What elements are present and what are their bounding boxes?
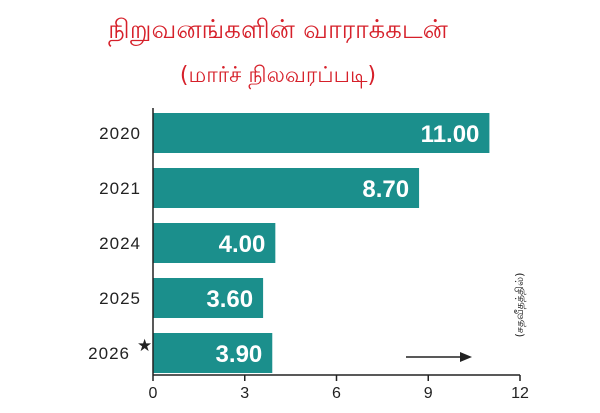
arrow-head [460, 352, 472, 362]
data-label-2025: 3.60 [206, 286, 253, 313]
x-tick-label-3: 3 [240, 385, 249, 402]
category-label-2024: 2024 [99, 234, 141, 253]
data-label-2026: 3.90 [216, 341, 263, 368]
unit-note: (சதவீதத்தில்) [513, 273, 526, 338]
category-label-2021: 2021 [99, 179, 141, 198]
category-mark-2026: ★ [137, 336, 153, 355]
x-tick-label-0: 0 [149, 385, 158, 402]
data-label-2020: 11.00 [421, 121, 480, 148]
bar-2024 [153, 223, 276, 263]
bar-2026 [153, 333, 273, 373]
category-label-2025: 2025 [99, 289, 141, 308]
chart-title: நிறுவனங்களின் வாராக்கடன் [108, 15, 448, 47]
x-tick-label-6: 6 [332, 385, 341, 402]
data-label-2024: 4.00 [219, 231, 266, 258]
chart-subtitle: (மார்ச் நிலவரப்படி) [180, 63, 376, 89]
bar-2025 [153, 278, 264, 318]
category-label-2020: 2020 [99, 124, 141, 143]
data-label-2021: 8.70 [362, 176, 409, 203]
arrow [406, 352, 472, 362]
bar-2021 [153, 168, 420, 208]
category-labels-group: 2020 2021 2024 2025 2026 ★ [88, 124, 153, 363]
x-tick-label-12: 12 [511, 385, 529, 402]
x-tick-label-9: 9 [424, 385, 433, 402]
bars-group: 11.00 8.70 4.00 3.60 3.90 [153, 113, 490, 373]
x-ticks-group: 0 3 6 9 12 [149, 375, 529, 402]
bar-2020 [153, 113, 490, 153]
category-label-2026: 2026 [88, 344, 130, 363]
